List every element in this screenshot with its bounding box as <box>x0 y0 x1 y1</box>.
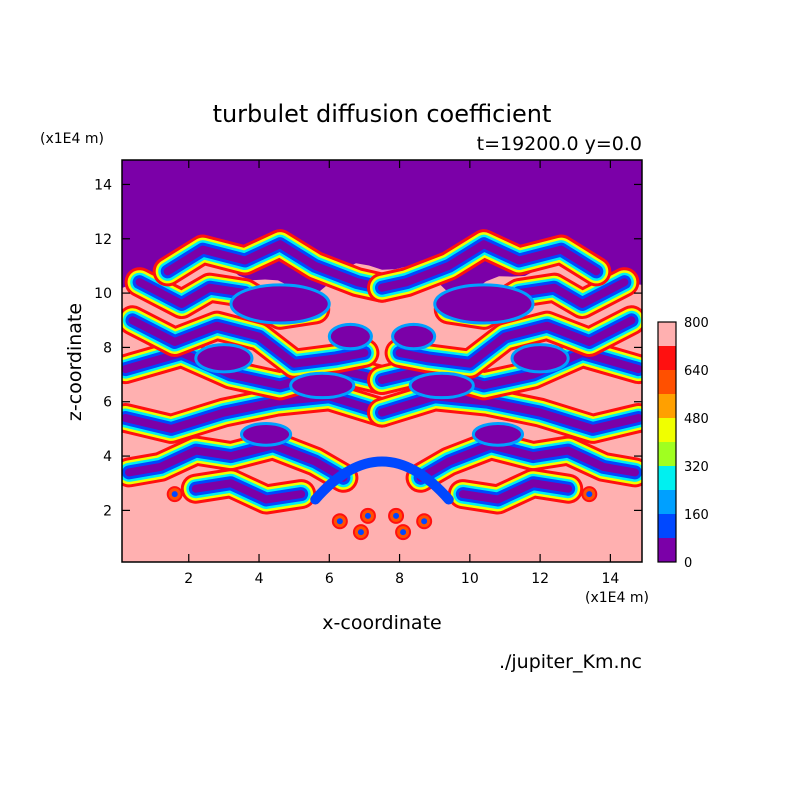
plot-frame <box>121 159 643 563</box>
filament-2b-core <box>395 316 636 368</box>
x-tick-label-6: 14 <box>601 571 619 587</box>
colorbar-swatch-7 <box>658 370 676 394</box>
heatmap-low-lobe-3b <box>408 371 475 400</box>
heatmap-low-lobe-0a <box>229 283 331 325</box>
colorbar-swatch-4 <box>658 442 676 466</box>
y-axis: 2 4 6 8 10 12 14 <box>94 177 642 519</box>
chart-title: turbulet diffusion coefficient <box>213 100 552 128</box>
colorbar-tick-label-5: 800 <box>684 316 709 331</box>
x-unit-label: (x1E4 m) <box>585 590 649 606</box>
heatmap-low-lobe-2b <box>510 343 570 374</box>
filament-0a-core <box>122 392 386 433</box>
colorbar-frame <box>657 321 677 563</box>
heatmap-low-lobe-3a <box>289 371 356 400</box>
filament-4b-core <box>416 441 639 482</box>
heatmap-low-lobe-2a <box>194 343 254 374</box>
heatmap-plot-area <box>122 160 642 562</box>
heatmap-spot-core-2 <box>393 512 400 519</box>
colorbar-tick-label-1: 160 <box>684 508 709 523</box>
x-tick-label-3: 8 <box>395 571 404 587</box>
x-tick-label-5: 12 <box>531 571 549 587</box>
heatmap-low-lobe-1a <box>327 322 373 351</box>
filament-0b-core <box>378 392 642 433</box>
heatmap-low-lobe-4a <box>239 421 293 447</box>
heatmap-spot-core-7 <box>586 491 593 498</box>
colorbar-swatch-6 <box>658 394 676 418</box>
colorbar-tick-label-2: 320 <box>684 460 709 475</box>
x-tick-label-1: 4 <box>255 571 264 587</box>
chart-subtitle: t=19200.0 y=0.0 <box>477 133 642 155</box>
x-tick-label-4: 10 <box>461 571 479 587</box>
colorbar-swatch-8 <box>658 346 676 370</box>
y-tick-label-1: 4 <box>103 449 112 465</box>
heatmap-spot-core-3 <box>421 518 428 525</box>
colorbar-swatch-2 <box>658 490 676 514</box>
colorbar-tick-label-4: 640 <box>684 364 709 379</box>
filament-6b-core <box>378 240 601 292</box>
filament-2a-core <box>128 316 369 368</box>
source-file-label: ./jupiter_Km.nc <box>499 651 642 673</box>
y-tick-label-6: 14 <box>94 177 112 193</box>
x-axis: 2 4 6 8 10 12 14 <box>184 160 619 587</box>
filament-5b-core <box>458 479 573 504</box>
filament-5a-core <box>191 479 306 504</box>
heatmap-spot-core-0 <box>336 518 343 525</box>
filament-6a-core <box>163 240 386 292</box>
heatmap-spot-core-1 <box>364 512 371 519</box>
central-arch <box>310 456 454 505</box>
heatmap-field-bands <box>122 229 642 541</box>
heatmap-low-lobe-0b <box>433 283 535 325</box>
colorbar-swatch-base <box>658 538 676 562</box>
x-tick-label-0: 2 <box>184 571 193 587</box>
heatmap-spot-core-5 <box>400 529 407 536</box>
y-tick-label-3: 8 <box>103 340 112 356</box>
colorbar-swatch-1 <box>658 514 676 538</box>
colorbar: 0 160 320 480 640 800 <box>657 316 709 571</box>
colorbar-tick-label-0: 0 <box>684 556 692 571</box>
colorbar-swatch-3 <box>658 466 676 490</box>
y-axis-label: z-coordinate <box>64 303 86 421</box>
x-axis-label: x-coordinate <box>322 612 441 634</box>
colorbar-swatch-5 <box>658 418 676 442</box>
y-tick-label-5: 12 <box>94 232 112 248</box>
heatmap-low-lobe-4b <box>471 421 525 447</box>
colorbar-tick-label-3: 480 <box>684 412 709 427</box>
heatmap-spot-core-6 <box>171 491 178 498</box>
y-unit-label: (x1E4 m) <box>40 131 104 147</box>
colorbar-swatch-9 <box>658 322 676 346</box>
x-tick-label-2: 6 <box>325 571 334 587</box>
heatmap-spot-core-4 <box>357 529 364 536</box>
y-tick-label-2: 6 <box>103 395 112 411</box>
y-tick-label-4: 10 <box>94 286 112 302</box>
filament-4a-core <box>125 441 348 482</box>
heatmap-low-lobe-1b <box>391 322 437 351</box>
y-tick-label-0: 2 <box>103 503 112 519</box>
